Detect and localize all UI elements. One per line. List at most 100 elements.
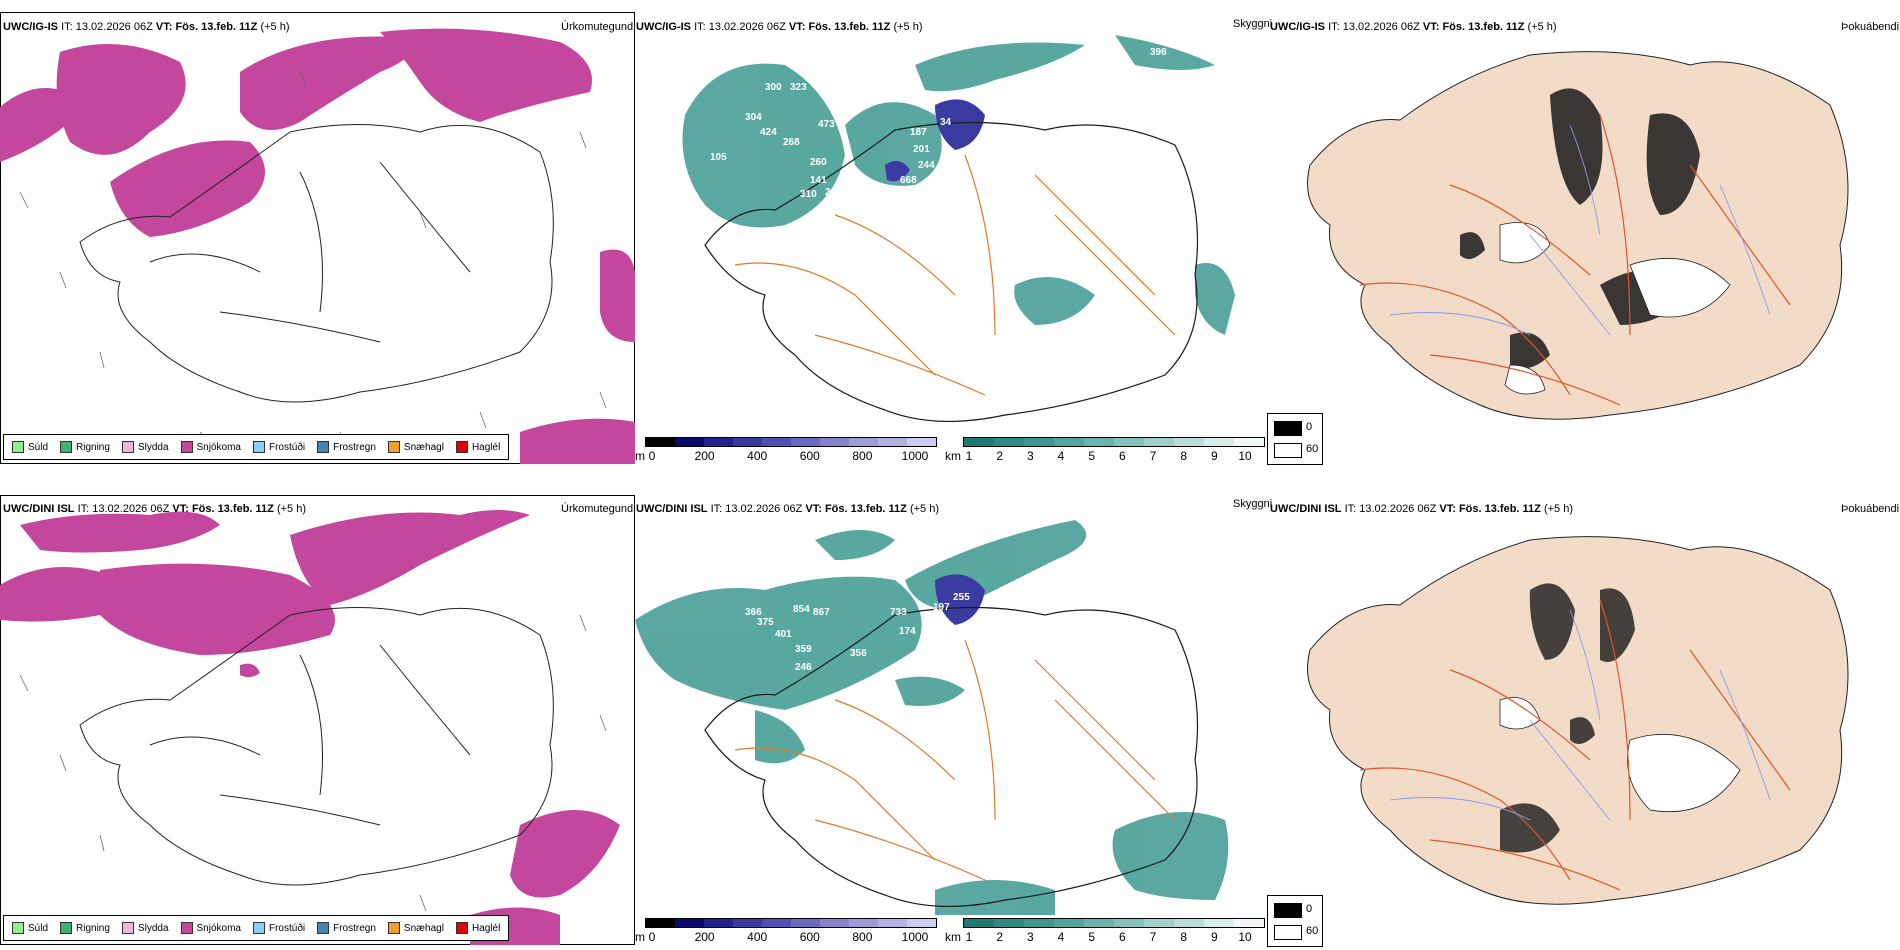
precip-legend-item: Rigning [60, 441, 110, 453]
legend-swatch [12, 441, 24, 453]
model-name: UWC/DINI ISL [636, 503, 708, 515]
colorbar-bin [1144, 919, 1174, 927]
legend-swatch [180, 922, 193, 934]
vt-label: VT: [1439, 503, 1456, 515]
colorbar-bin [878, 438, 907, 446]
fog-title-2: Þokuábendi [1841, 503, 1900, 515]
colorbar-km-2: km 1 2 3 4 5 6 7 8 9 10 [945, 918, 1265, 948]
colorbar-m-2: m 0 200 400 600 800 1000 [635, 918, 937, 948]
colorbar-tick-label: 10 [1238, 449, 1252, 463]
cloud-legend-2: 0 60 [1267, 895, 1323, 947]
fog-panel-2 [1270, 520, 1900, 915]
station-value: 187 [910, 127, 927, 138]
precip-type-panel-2 [0, 495, 635, 945]
station-value: 323 [790, 82, 807, 93]
colorbar-bin [1204, 919, 1234, 927]
colorbar-bin [964, 919, 994, 927]
legend-label: Haglél [471, 441, 501, 453]
colorbar-tick-label: 600 [799, 930, 820, 944]
precip-legend-item: Snjókoma [180, 441, 241, 453]
precip-header-1: UWC/IG-IS IT: 13.02.2026 06Z VT: Fös. 13… [3, 21, 289, 33]
colorbar-tick-label: 3 [1026, 449, 1034, 463]
legend-label: Súld [28, 441, 49, 453]
fog-panel-1 [1270, 35, 1900, 430]
legend-swatch [387, 922, 400, 934]
colorbar-bin [1174, 919, 1204, 927]
vt-label: VT: [155, 21, 173, 33]
lead-time: (+5 h) [893, 21, 923, 33]
colorbar-bin [1024, 919, 1054, 927]
it-value: 13.02.2026 06Z [708, 21, 786, 33]
legend-swatch [12, 922, 24, 934]
colorbar-strip [963, 918, 1265, 928]
precip-legend-item: Frostregn [317, 441, 376, 453]
legend-label: Frostregn [333, 922, 376, 934]
colorbar-tick-label: 200 [694, 449, 715, 463]
station-value: 854 [793, 604, 810, 615]
precip-legend-item: Snjókoma [180, 922, 241, 934]
colorbar-bin [675, 919, 704, 927]
cloud-legend-label: 0 [1306, 421, 1313, 433]
it-value: 13.02.2026 06Z [75, 21, 153, 33]
colorbar-bin [1084, 438, 1114, 446]
legend-swatch [121, 441, 134, 453]
colorbar-bin [849, 919, 878, 927]
colorbar-bin [733, 919, 762, 927]
precip-type-map-2 [0, 495, 635, 945]
colorbar-bin [1174, 438, 1204, 446]
station-value: 366 [745, 607, 762, 618]
colorbar-bin [1024, 438, 1054, 446]
legend-swatch [60, 922, 73, 934]
vt-label: VT: [788, 21, 806, 33]
precip-header-2: UWC/DINI ISL IT: 13.02.2026 06Z VT: Fös.… [3, 503, 306, 515]
station-value: 461 [790, 572, 807, 583]
colorbar-tick-label: 1 [965, 449, 973, 463]
vt-value: Fös. 13.feb. 11Z [175, 21, 258, 33]
fog-title-1: Þokuábendi [1841, 21, 1900, 33]
it-label: IT: [694, 21, 706, 33]
precip-legend-1: Súld Rigning Slydda Snjókoma Frostúði Frostre… [3, 434, 510, 460]
precip-legend-item: Súld [12, 922, 48, 934]
legend-swatch [180, 441, 193, 453]
model-name: UWC/DINI ISL [1270, 503, 1342, 515]
colorbar-bin [994, 919, 1024, 927]
precip-legend-2: Súld Rigning Slydda Snjókoma Frostúði Frostre… [3, 915, 510, 941]
station-value: 233 [925, 639, 942, 650]
fog-header-2: UWC/DINI ISL IT: 13.02.2026 06Z VT: Fös.… [1270, 503, 1573, 515]
colorbar-bin [820, 438, 849, 446]
colorbar-bin [675, 438, 704, 446]
colorbar-bin [1084, 919, 1114, 927]
colorbar-bin [1114, 919, 1144, 927]
station-value: 867 [813, 607, 830, 618]
legend-swatch [317, 922, 330, 934]
legend-label: Haglél [471, 922, 501, 934]
station-value: 244 [918, 160, 935, 171]
cloud-legend-label: 60 [1306, 925, 1319, 937]
precip-legend-item: Frostúði [252, 922, 305, 934]
station-labels-1: 300 323 304 424 268 473 105 260 141 310 293 187 201 2… [710, 47, 1167, 200]
colorbar-bin [907, 438, 936, 446]
colorbar-tick-label: 6 [1118, 449, 1126, 463]
vt-label: VT: [805, 503, 822, 515]
cloud-legend-label: 0 [1306, 903, 1313, 915]
colorbar-bin [820, 919, 849, 927]
colorbar-unit: km [945, 449, 961, 463]
precip-legend-item: Haglél [455, 922, 501, 934]
station-value: 174 [899, 626, 916, 637]
colorbar-bin [1054, 919, 1084, 927]
colorbar-bin [646, 919, 675, 927]
station-value: 300 [765, 82, 782, 93]
colorbar-unit: km [945, 930, 961, 944]
it-label: IT: [77, 503, 90, 515]
precip-legend-item: Snæhagl [387, 441, 444, 453]
vt-label: VT: [172, 503, 189, 515]
model-name: UWC/IG-IS [3, 21, 58, 33]
colorbar-tick-label: 8 [1180, 449, 1187, 463]
colorbar-bin [762, 438, 791, 446]
cloud-legend-swatch [1274, 443, 1302, 458]
colorbar-bin [1114, 438, 1144, 446]
visibility-header-1: UWC/IG-IS IT: 13.02.2026 06Z VT: Fös. 13… [636, 21, 922, 33]
colorbar-bin [1234, 438, 1264, 446]
